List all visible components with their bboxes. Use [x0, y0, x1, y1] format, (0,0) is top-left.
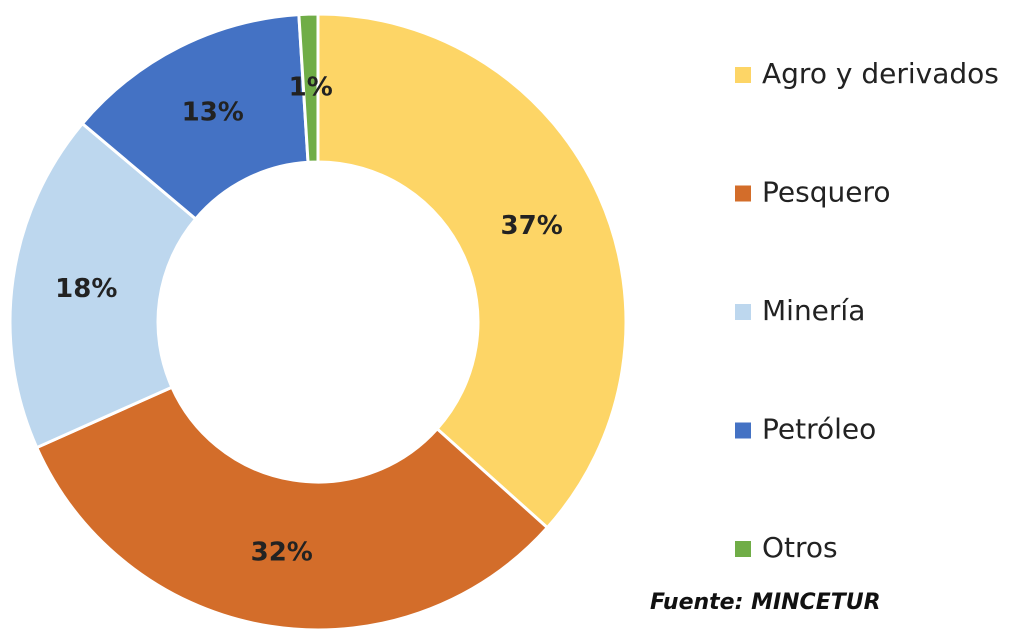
legend-label: Pesquero: [762, 176, 890, 209]
legend-label: Otros: [762, 531, 838, 564]
legend-swatch: [735, 67, 751, 83]
donut-slice: [8, 121, 198, 450]
legend-swatch: [735, 422, 751, 439]
donut-slice: [80, 13, 310, 222]
legend-label: Agro y derivados: [762, 57, 999, 90]
data-label: 37%: [501, 211, 563, 241]
donut-slice: [316, 12, 628, 530]
data-label: 32%: [251, 538, 313, 568]
legend-label: Petróleo: [762, 413, 876, 446]
legend-swatch: [735, 185, 751, 202]
legend-swatch: [735, 304, 751, 320]
source: Fuente: MINCETUR: [650, 590, 881, 615]
legend-swatch: [735, 541, 751, 557]
data-label: 1%: [289, 73, 333, 103]
legend-label: Minería: [762, 294, 865, 327]
data-label: 18%: [55, 274, 117, 304]
data-label: 13%: [182, 98, 244, 128]
donut-slice: [34, 385, 550, 631]
donut-slice: [297, 12, 320, 164]
